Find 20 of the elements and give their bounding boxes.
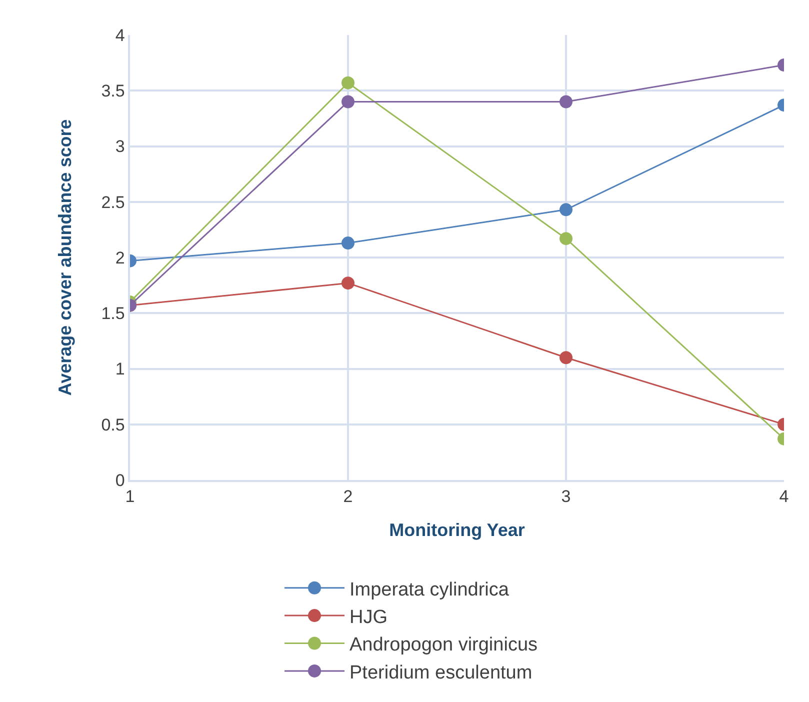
x-axis-title: Monitoring Year [389, 520, 525, 540]
x-tick-label: 3 [561, 487, 571, 506]
legend-label: Andropogon virginicus [350, 634, 538, 656]
legend-label: Imperata cylindrica [350, 579, 510, 600]
legend-label: HJG [350, 606, 388, 628]
y-tick-label: 0.5 [101, 415, 125, 434]
y-tick-label: 0 [115, 470, 125, 490]
point [560, 351, 572, 364]
legend-label: Pteridium esculentum [350, 662, 532, 684]
y-tick-label: 1 [115, 360, 125, 379]
x-tick-label: 4 [779, 487, 789, 506]
y-tick-label: 2.5 [101, 192, 125, 212]
y-tick-label: 3 [115, 137, 125, 156]
y-tick-label: 2 [115, 248, 125, 268]
point [342, 276, 354, 290]
y-tick-label: 3.5 [101, 82, 125, 101]
x-tick-label: 2 [343, 487, 353, 506]
y-axis-title: Average cover abundance score [54, 119, 75, 396]
y-tick-label: 1.5 [101, 304, 125, 324]
y-tick-label: 4 [115, 26, 125, 45]
